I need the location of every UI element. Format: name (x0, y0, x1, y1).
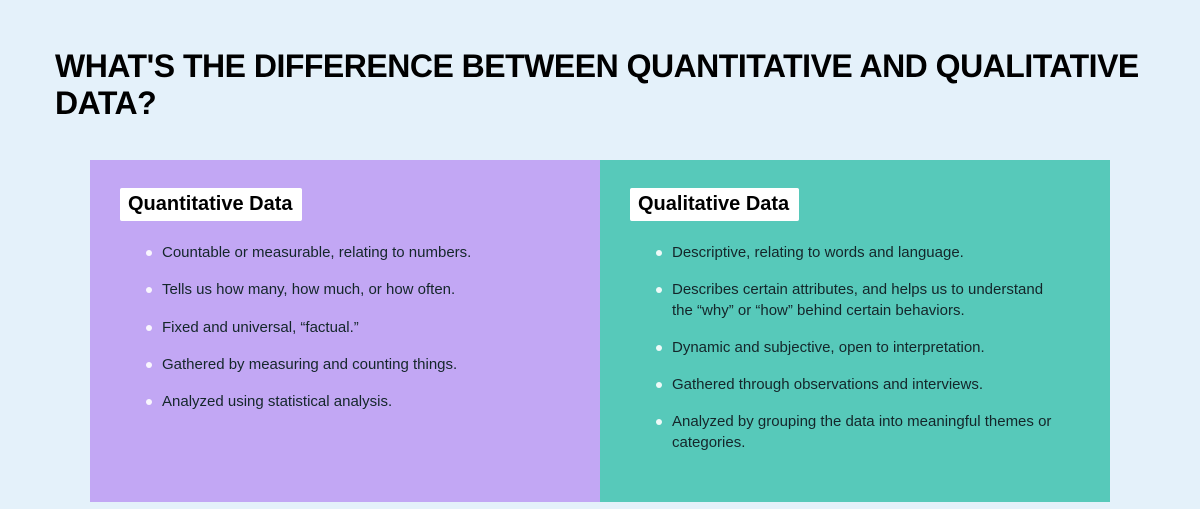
list-item: Gathered through observations and interv… (656, 375, 1056, 395)
page-root: WHAT'S THE DIFFERENCE BETWEEN QUANTITATI… (0, 0, 1200, 509)
qualitative-badge: Qualitative Data (630, 188, 799, 221)
list-item: Describes certain attributes, and helps … (656, 280, 1056, 321)
list-item: Descriptive, relating to words and langu… (656, 243, 1056, 263)
list-item: Dynamic and subjective, open to interpre… (656, 338, 1056, 358)
list-item: Fixed and universal, “factual.” (146, 318, 546, 338)
list-item: Countable or measurable, relating to num… (146, 243, 546, 263)
quantitative-badge: Quantitative Data (120, 188, 302, 221)
page-title: WHAT'S THE DIFFERENCE BETWEEN QUANTITATI… (55, 48, 1145, 122)
list-item: Analyzed using statistical analysis. (146, 392, 546, 412)
quantitative-list: Countable or measurable, relating to num… (120, 243, 570, 412)
list-item: Analyzed by grouping the data into meani… (656, 412, 1056, 453)
qualitative-column: Qualitative Data Descriptive, relating t… (600, 160, 1110, 502)
list-item: Gathered by measuring and counting thing… (146, 355, 546, 375)
quantitative-column: Quantitative Data Countable or measurabl… (90, 160, 600, 502)
list-item: Tells us how many, how much, or how ofte… (146, 280, 546, 300)
columns-container: Quantitative Data Countable or measurabl… (90, 160, 1110, 502)
qualitative-list: Descriptive, relating to words and langu… (630, 243, 1080, 453)
